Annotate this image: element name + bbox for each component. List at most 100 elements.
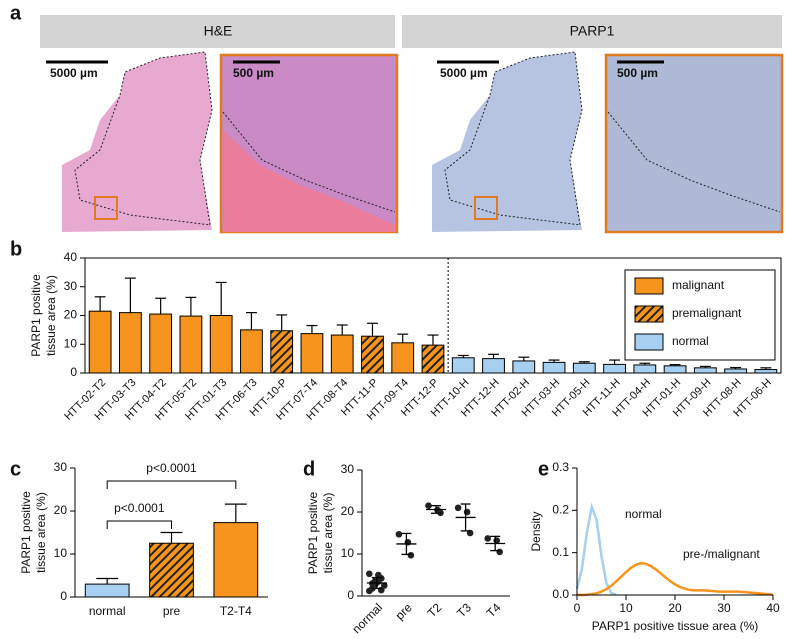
bar [209,315,233,374]
header: PARP1 [570,23,615,39]
tissue [432,52,582,232]
y-tick-label: 10 [64,336,78,350]
panel-label: c [10,458,21,480]
panel-label: d [303,458,315,480]
y-tick-label: 30 [341,462,355,476]
point [484,535,492,542]
bar [754,369,778,374]
x-tick-label: pre [393,600,415,622]
y-tick-label: 0.1 [552,545,569,559]
y-tick-label: 0 [60,589,67,603]
legend-swatch [634,333,664,351]
x-tick-label: 30 [717,601,731,615]
y-tick-label: 10 [54,546,68,560]
x-tick-label: T3 [454,600,474,620]
bar [724,368,748,374]
zoom-box [474,196,498,220]
bar [361,335,384,374]
x-tick-label: normal [89,604,126,618]
x-tick-label: pre [163,604,181,618]
y-axis-label: tissue area (%) [44,275,58,356]
header-bar [402,15,782,48]
density-line [575,502,617,597]
bar [270,330,294,374]
y-axis-label: tissue area (%) [321,493,335,574]
y-tick-label: 10 [341,546,355,560]
scale-label: 500 µm [233,66,274,80]
zoom-image [604,53,784,234]
y-tick-label: 0.3 [552,460,569,474]
bar [149,313,173,374]
bar [603,363,626,374]
bar [118,312,142,374]
y-tick-label: 20 [54,503,68,517]
scale-label: 5000 µm [50,66,98,80]
bar [451,357,475,374]
bar [300,333,324,374]
point [395,530,403,538]
zoom-box [94,196,118,220]
bar [88,310,112,374]
y-tick-label: 0 [70,365,77,379]
header-bar [40,15,395,48]
plot-frame [84,257,782,374]
y-tick-label: 0.0 [552,587,569,601]
legend-swatch [634,277,664,295]
bar [482,358,505,374]
point [366,587,373,595]
significance-bracket [106,520,172,529]
scale-label: 5000 µm [440,66,488,80]
tumor-outline [444,51,583,226]
x-tick-label: T4 [484,600,504,620]
point [463,508,471,516]
y-tick-label: 20 [341,504,355,518]
point [407,551,415,559]
y-axis-label: PARP1 positive [29,274,43,357]
x-tick-label: normal [349,600,385,636]
point [366,570,373,578]
bar [421,344,445,374]
bar [84,583,130,598]
y-tick-label: 20 [64,308,78,322]
density-line [577,561,774,597]
point [496,548,504,556]
bar [149,542,194,598]
significance-bracket [106,480,237,489]
scale-label: 500 µm [617,66,658,80]
legend-label: malignant [672,278,725,292]
y-tick-label: 0.2 [552,503,569,517]
y-tick-label: 0 [347,588,354,602]
series-label: pre-/malignant [683,547,760,561]
y-tick-label: 30 [54,460,68,474]
y-axis-label: tissue area (%) [34,492,48,573]
bar [542,361,566,374]
x-tick-label: 40 [766,601,780,615]
bar [240,329,263,374]
x-tick-label: T2-T4 [220,604,252,618]
panel-label: e [538,458,549,480]
x-tick-label: T2 [425,600,445,620]
y-tick-label: 30 [64,279,78,293]
tumor-outline [222,111,396,213]
stroma [223,130,395,232]
significance-label: p<0.0001 [146,461,197,475]
panel-label: a [10,2,22,24]
x-tick-label: 0 [574,601,581,615]
x-axis-label: PARP1 positive tissue area (%) [592,619,759,633]
bar [213,522,259,598]
legend-label: normal [672,334,709,348]
y-axis-label: PARP1 positive [306,491,320,574]
y-tick-label: 40 [64,250,78,264]
y-axis-label: Density [529,511,543,551]
point [425,502,432,510]
legend-label: premalignant [672,306,742,320]
legend-swatch [634,305,664,323]
significance-label: p<0.0001 [114,501,165,515]
bar [572,362,596,374]
bar [512,360,536,374]
x-tick-label: 20 [668,601,682,615]
bar [693,367,717,374]
bar [391,342,415,374]
